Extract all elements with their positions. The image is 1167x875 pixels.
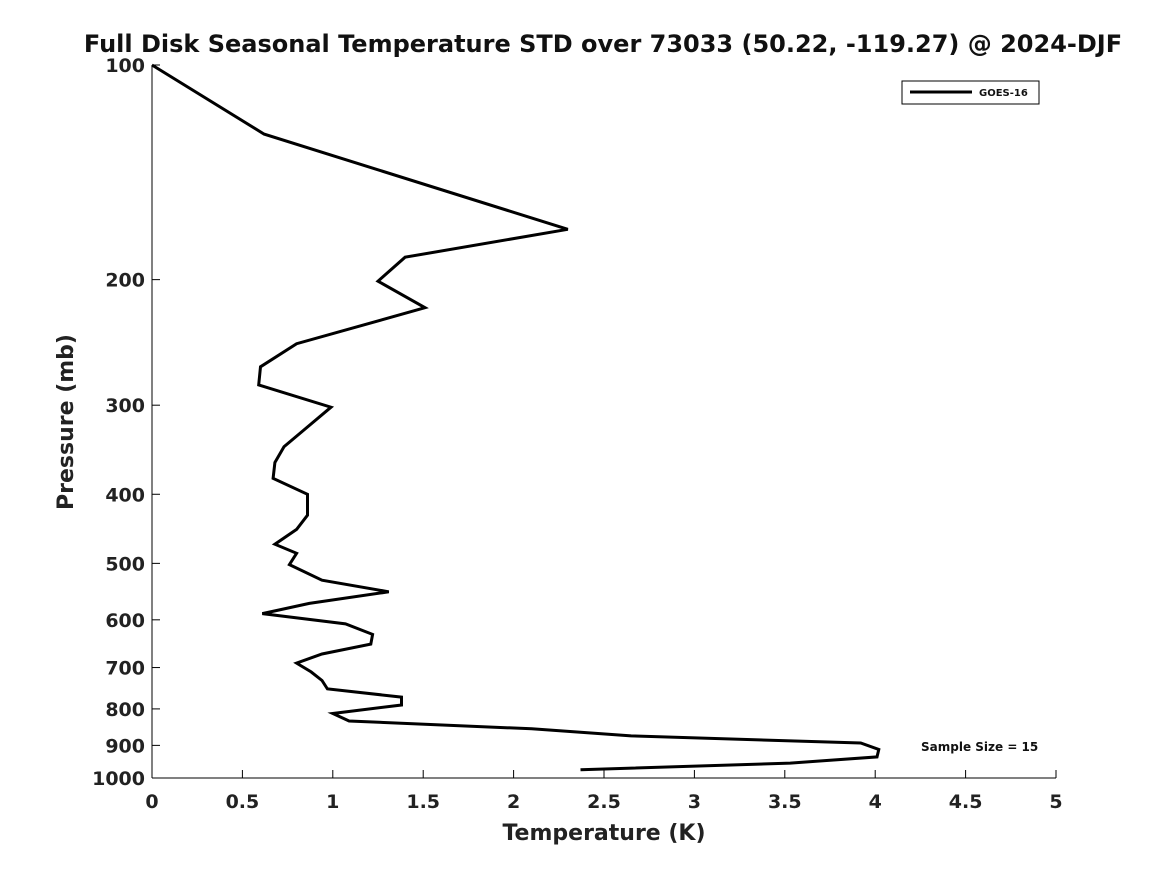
x-tick-label: 4.5	[949, 791, 983, 813]
x-tick-label: 4	[869, 791, 882, 813]
x-tick-label: 5	[1049, 791, 1062, 813]
legend: GOES-16	[901, 80, 1040, 105]
plot-area	[151, 63, 881, 772]
y-tick-label: 700	[105, 658, 145, 680]
x-tick-label: 0	[145, 791, 158, 813]
series-line-goes-16	[151, 63, 881, 772]
legend-label-goes-16: GOES-16	[979, 88, 1028, 99]
y-tick-label: 800	[105, 699, 145, 721]
y-ticks: 100 200 300 400 500 600 700 800 900 1000	[92, 55, 160, 790]
x-tick-label: 3	[688, 791, 701, 813]
y-tick-label: 900	[105, 735, 145, 757]
y-tick-label: 300	[105, 395, 145, 417]
y-tick-label: 400	[105, 484, 145, 506]
chart-title: Full Disk Seasonal Temperature STD over …	[84, 30, 1122, 58]
x-tick-label: 3.5	[768, 791, 802, 813]
y-tick-label: 200	[105, 270, 145, 292]
y-tick-label: 1000	[92, 768, 145, 790]
x-axis-label: Temperature (K)	[502, 821, 705, 846]
x-tick-label: 2	[507, 791, 520, 813]
y-tick-label: 500	[105, 553, 145, 575]
y-axis-label: Pressure (mb)	[54, 334, 79, 510]
x-tick-label: 2.5	[587, 791, 621, 813]
x-tick-label: 1	[326, 791, 339, 813]
sample-size-annotation: Sample Size = 15	[921, 740, 1038, 754]
axis-frame	[152, 65, 1056, 778]
y-tick-label: 600	[105, 610, 145, 632]
x-ticks: 0 0.5 1 1.5 2 2.5 3 3.5 4 4.5 5	[145, 770, 1063, 813]
x-tick-label: 0.5	[226, 791, 260, 813]
x-tick-label: 1.5	[406, 791, 440, 813]
y-tick-label: 100	[105, 55, 145, 77]
